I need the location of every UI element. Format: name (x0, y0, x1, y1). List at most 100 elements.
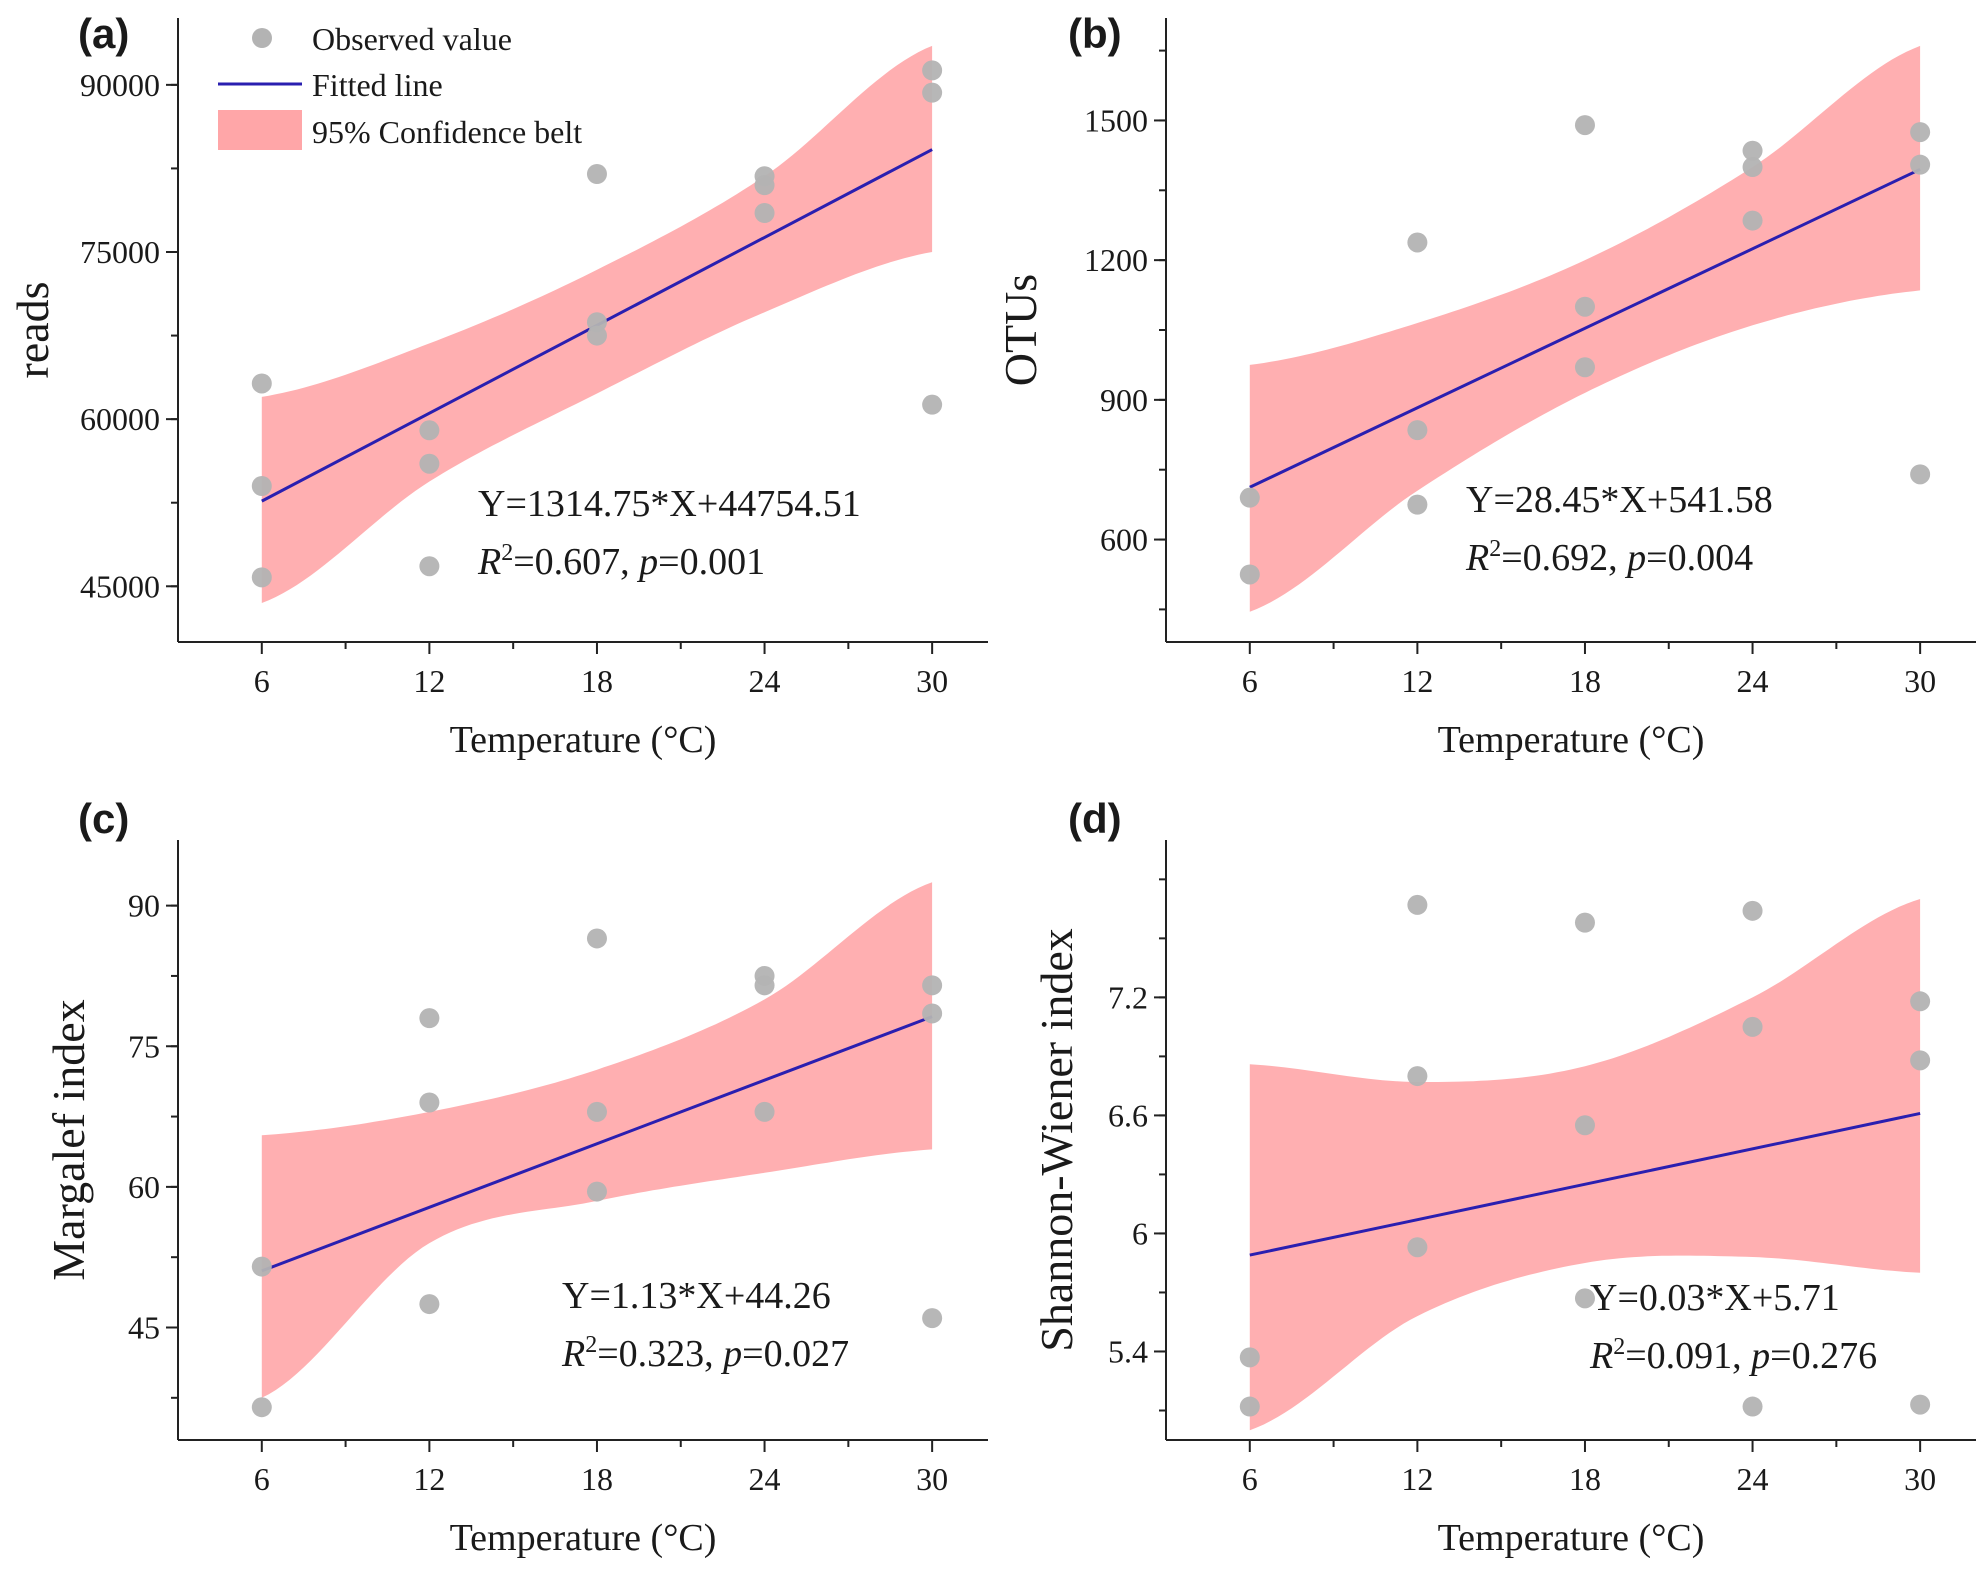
regression-equation: Y=0.03*X+5.71 (1590, 1277, 1840, 1319)
observed-point (1574, 912, 1595, 933)
regression-equation: Y=1.13*X+44.26 (562, 1275, 831, 1317)
observed-point (1742, 210, 1763, 231)
fitted-line (1249, 1111, 1921, 1257)
observed-point (419, 1092, 440, 1113)
legend: Observed value Fitted line 95% Confidenc… (218, 21, 582, 150)
panel-label: (a) (78, 10, 129, 57)
observed-point (1574, 1288, 1595, 1309)
observed-point (1742, 140, 1763, 161)
legend-fitted-label: Fitted line (312, 67, 443, 103)
legend-band-label: 95% Confidence belt (312, 114, 582, 150)
x-tick-label: 24 (749, 1461, 781, 1497)
panel-a: 6 12 18 24 30 45000 60000 75000 90000 (a) Temperat… (7, 10, 988, 761)
observed-point (1910, 154, 1931, 175)
observed-point (1910, 1394, 1931, 1415)
y-tick-label: 900 (1100, 382, 1148, 418)
observed-point (586, 928, 607, 949)
observed-point (586, 1101, 607, 1122)
regression-stats: R2=0.692, p=0.004 (1465, 536, 1753, 579)
observed-point (1910, 1050, 1931, 1071)
y-axis-title: Margalef index (43, 999, 94, 1280)
y-tick-label: 45000 (80, 568, 160, 604)
fitted-line (261, 1015, 933, 1273)
x-axis-title: Temperature (°C) (450, 719, 717, 761)
x-tick-label: 12 (1401, 1461, 1433, 1497)
observed-point (1574, 1115, 1595, 1136)
y-tick-label: 45 (128, 1310, 160, 1346)
x-tick-label: 12 (413, 1461, 445, 1497)
observed-point (1407, 494, 1428, 515)
regression-stats: R2=0.323, p=0.027 (561, 1332, 849, 1375)
y-axis-title: Shannon-Wiener index (1031, 928, 1082, 1352)
x-axis-title: Temperature (°C) (1438, 1517, 1705, 1559)
observed-point (1910, 464, 1931, 485)
y-tick-label: 6 (1132, 1215, 1148, 1251)
observed-point (754, 203, 775, 223)
x-tick-label: 6 (1242, 663, 1258, 699)
observed-point (1239, 487, 1260, 508)
regression-stats: R2=0.607, p=0.001 (477, 540, 765, 583)
y-tick-label: 90000 (80, 67, 160, 103)
y-tick-label: 6.6 (1108, 1097, 1148, 1133)
x-tick-label: 30 (916, 663, 948, 699)
y-axis-title: OTUs (995, 274, 1046, 386)
observed-point (1742, 1016, 1763, 1037)
observed-point (1742, 900, 1763, 921)
observed-point (251, 567, 272, 588)
regression-equation: Y=1314.75*X+44754.51 (478, 483, 861, 525)
y-tick-label: 60 (128, 1169, 160, 1205)
observed-point (1239, 1396, 1260, 1417)
observed-point (922, 82, 943, 103)
observed-point (754, 975, 775, 996)
observed-point (251, 476, 272, 496)
observed-point (1742, 1396, 1763, 1417)
observed-point (1407, 232, 1428, 253)
x-axis-title: Temperature (°C) (450, 1517, 717, 1559)
panel-d: 6 12 18 24 30 5.4 6 6.6 7.2 (d) Temperature (°C) Sh… (1031, 795, 1976, 1559)
x-tick-label: 24 (1737, 1461, 1769, 1497)
observed-point (1574, 296, 1595, 317)
observed-point (1742, 157, 1763, 178)
confidence-band (261, 882, 933, 1398)
observed-point (419, 1008, 440, 1029)
observed-point (754, 175, 775, 196)
x-tick-label: 18 (581, 1461, 613, 1497)
x-tick-label: 30 (1904, 1461, 1936, 1497)
observed-point (1910, 122, 1931, 143)
panel-label: (d) (1068, 795, 1122, 842)
panel-c: 6 12 18 24 30 45 60 75 90 (c) Temperature (°C) Marg… (43, 795, 988, 1559)
x-tick-label: 24 (749, 663, 781, 699)
y-tick-label: 7.2 (1108, 979, 1148, 1015)
x-tick-label: 18 (1569, 663, 1601, 699)
y-tick-label: 75 (128, 1028, 160, 1064)
y-axis-title: reads (7, 281, 58, 378)
observed-point (1407, 894, 1428, 915)
y-tick-label: 1200 (1084, 242, 1148, 278)
observed-point (586, 325, 607, 346)
fitted-line (1249, 167, 1921, 489)
observed-point (586, 164, 607, 184)
x-tick-label: 12 (413, 663, 445, 699)
y-tick-label: 1500 (1084, 102, 1148, 138)
observed-point (586, 1181, 607, 1202)
legend-observed-label: Observed value (312, 21, 512, 57)
observed-point (922, 975, 943, 996)
observed-point (1910, 991, 1931, 1012)
observed-point (754, 1101, 775, 1122)
panel-label: (b) (1068, 10, 1122, 57)
x-tick-label: 30 (1904, 663, 1936, 699)
y-tick-label: 60000 (80, 401, 160, 437)
y-tick-label: 75000 (80, 234, 160, 270)
observed-point (1407, 1237, 1428, 1258)
x-tick-label: 6 (254, 663, 270, 699)
x-axis-title: Temperature (°C) (1438, 719, 1705, 761)
y-tick-label: 600 (1100, 522, 1148, 558)
observed-point (1407, 420, 1428, 441)
observed-point (1574, 357, 1595, 378)
observed-point (251, 373, 272, 394)
observed-point (251, 1256, 272, 1277)
observed-point (419, 1294, 440, 1315)
x-tick-label: 6 (254, 1461, 270, 1497)
observed-point (922, 1308, 943, 1329)
